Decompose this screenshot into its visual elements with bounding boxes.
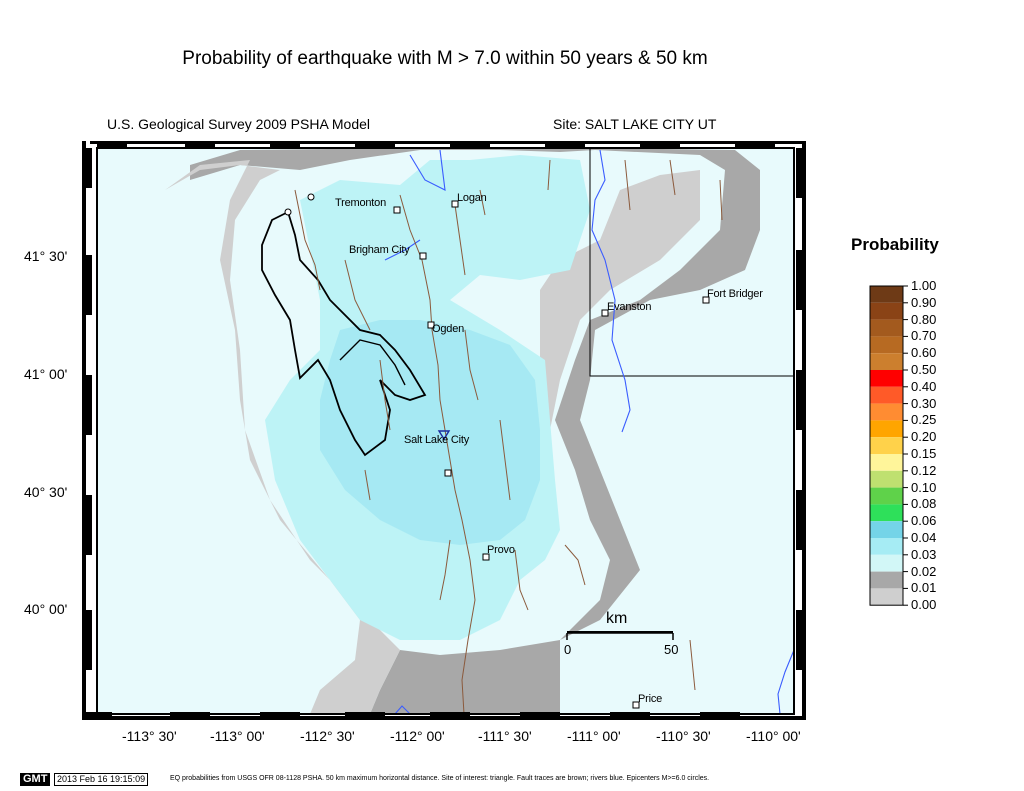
legend-label: 0.06: [911, 513, 937, 529]
city-label-evanston: Evanston: [607, 301, 652, 313]
river: [591, 149, 631, 433]
prob-zone-light-gray-east: [540, 170, 700, 430]
prob-zone-light-gray: [165, 160, 400, 714]
city-label-price: Price: [638, 693, 663, 705]
legend-label: 0.12: [911, 462, 937, 478]
lake-interior-line: [339, 339, 406, 386]
epicenter-circle: [307, 193, 315, 201]
legend-label: 0.10: [911, 479, 937, 495]
legend-label: 0.08: [911, 496, 937, 512]
legend-swatch: [870, 336, 903, 354]
city-label-ogden: Ogden: [432, 323, 465, 335]
site-label: Site: SALT LAKE CITY UT: [553, 116, 717, 132]
scale-bar-unit: km: [606, 610, 628, 627]
legend-label: 0.60: [911, 345, 937, 361]
lon-label: -111° 00': [567, 728, 621, 744]
legend-label: 0.15: [911, 446, 937, 461]
legend-colorbar: [869, 285, 908, 606]
prob-zone-blue: [320, 320, 540, 545]
legend-label: 0.50: [911, 362, 937, 377]
legend-swatch: [870, 487, 903, 505]
legend-swatch: [870, 286, 903, 303]
gmt-timestamp: 2013 Feb 16 19:15:09: [54, 773, 149, 786]
city-label-tremonton: Tremonton: [335, 197, 386, 209]
lat-label: 41° 00': [24, 366, 68, 382]
legend-swatch: [870, 319, 903, 337]
legend-swatch: [870, 521, 903, 538]
legend-swatch: [870, 420, 903, 438]
state-boundary: [589, 148, 794, 377]
lon-label: -112° 30': [300, 728, 355, 744]
scale-bar-fill: [567, 631, 673, 633]
legend-swatch: [870, 588, 903, 606]
legend-label: 0.02: [911, 563, 937, 579]
city-label-salt-lake-city: Salt Lake City: [404, 434, 470, 446]
river: [777, 649, 795, 715]
legend-label: 0.25: [911, 412, 937, 428]
river: [409, 149, 446, 191]
lat-label: 41° 30': [24, 248, 68, 264]
legend-label: 0.00: [911, 597, 937, 613]
legend-label: 0.80: [911, 311, 937, 327]
legend-label: 0.01: [911, 580, 937, 596]
legend-swatch: [870, 386, 903, 404]
city-markers: [393, 200, 710, 709]
legend-frame: [869, 285, 904, 606]
legend-swatch: [870, 538, 903, 555]
legend-label: 0.70: [911, 328, 937, 344]
lat-label: 40° 00': [24, 601, 68, 617]
legend-swatch: [870, 554, 903, 572]
legend-label: 0.04: [911, 530, 937, 545]
legend-label: 0.03: [911, 546, 937, 562]
legend-title: Probability: [851, 235, 939, 254]
lon-label: -111° 30': [478, 728, 532, 744]
frame-border: [82, 141, 806, 720]
fault-traces: [294, 159, 723, 715]
lon-label: -113° 30': [122, 728, 177, 744]
legend-swatch: [870, 571, 903, 589]
gmt-badge: GMT: [20, 773, 51, 786]
site-triangle: [437, 430, 451, 441]
prob-zone-gray: [190, 148, 760, 714]
lon-label: -112° 00': [390, 728, 445, 744]
legend-swatch: [870, 353, 903, 370]
city-label-provo: Provo: [487, 544, 515, 556]
legend-swatch: [870, 504, 903, 522]
city-label-fort-bridger: Fort Bridger: [707, 288, 763, 300]
lon-label: -113° 00': [210, 728, 265, 744]
legend-label: 0.40: [911, 378, 937, 394]
lon-label: -110° 00': [746, 728, 801, 744]
lat-label: 40° 30': [24, 484, 68, 500]
legend-swatch: [870, 370, 903, 387]
lon-label: -110° 30': [656, 728, 711, 744]
river: [384, 239, 421, 261]
city-label-brigham-city: Brigham City: [349, 244, 410, 256]
legend-label: 0.30: [911, 395, 937, 411]
legend-swatch: [870, 437, 903, 454]
legend-swatch: [870, 302, 903, 320]
city-label-logan: Logan: [457, 192, 487, 204]
legend-swatch: [870, 454, 903, 471]
legend-label: 0.20: [911, 429, 937, 445]
legend-swatch: [870, 470, 903, 488]
legend-swatch: [870, 403, 903, 421]
map-title: Probability of earthquake with M > 7.0 w…: [182, 48, 708, 69]
scale-bar-end: 50: [664, 642, 679, 657]
great-salt-lake: [261, 210, 427, 457]
epicenter-circle: [284, 208, 292, 216]
footer-caption: EQ probabilities from USGS OFR 08-1128 P…: [170, 775, 710, 782]
model-label: U.S. Geological Survey 2009 PSHA Model: [107, 116, 371, 132]
river: [394, 705, 411, 715]
legend-label: 0.90: [911, 294, 937, 310]
legend-label: 1.00: [911, 278, 937, 293]
scale-bar-start: 0: [564, 642, 572, 657]
